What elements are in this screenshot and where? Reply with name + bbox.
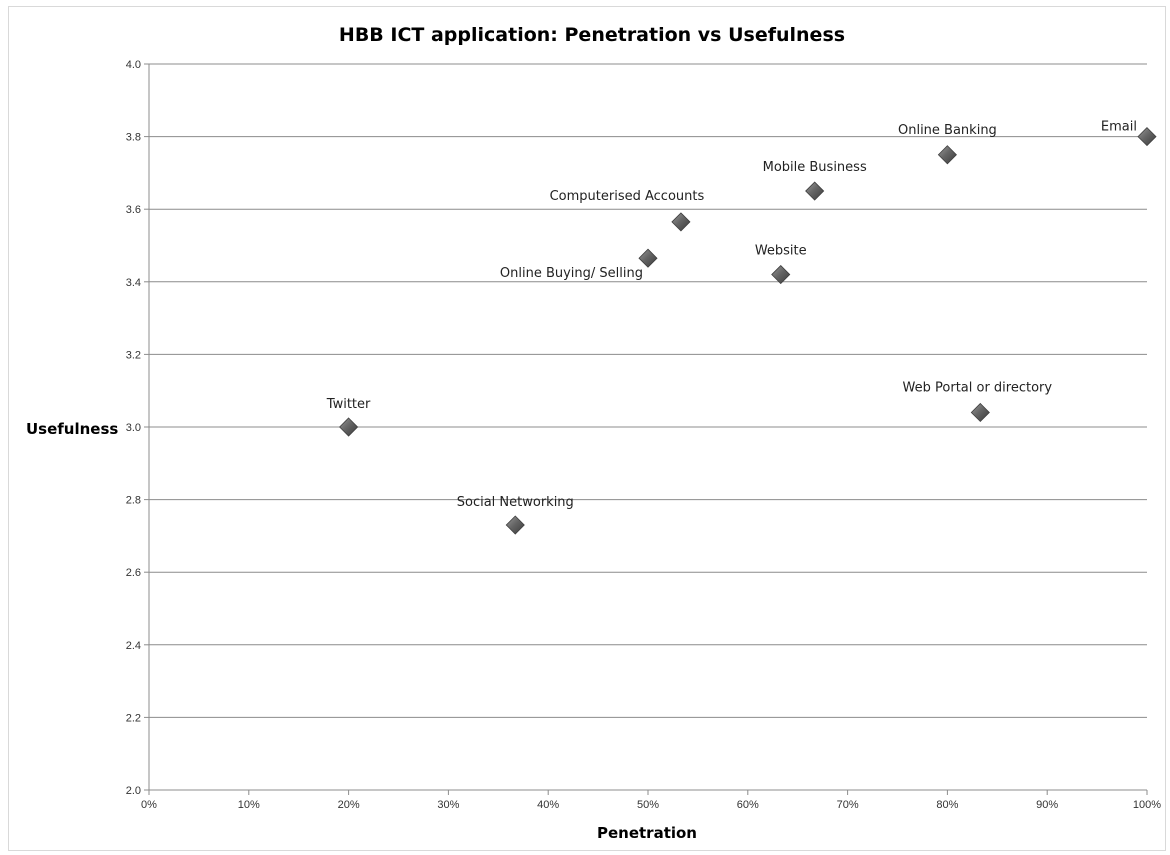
data-point-label: Twitter xyxy=(326,397,371,412)
data-point-marker xyxy=(671,212,691,232)
y-tick-label: 3.4 xyxy=(126,277,141,289)
data-point-label: Online Buying/ Selling xyxy=(500,266,643,281)
y-tick-label: 2.2 xyxy=(126,712,141,724)
y-tick-label: 2.6 xyxy=(126,567,141,579)
x-tick-label: 60% xyxy=(737,799,759,811)
x-tick-label: 0% xyxy=(141,799,157,811)
chart-title: HBB ICT application: Penetration vs Usef… xyxy=(339,24,845,46)
x-tick-label: 20% xyxy=(338,799,360,811)
data-point-label: Website xyxy=(755,244,807,259)
x-tick-label: 100% xyxy=(1133,799,1161,811)
tick-labels: 2.0 2.2 2.4 2.6 2.8 3.0 3.2 3.4 3.6 3.8 4.0 0% 10% 20… xyxy=(126,59,1162,811)
x-tick-label: 90% xyxy=(1036,799,1058,811)
x-tick-label: 30% xyxy=(437,799,459,811)
axes xyxy=(144,63,1148,795)
y-tick-label: 3.6 xyxy=(126,204,141,216)
data-point-marker xyxy=(970,402,990,423)
chart-frame: HBB ICT application: Penetration vs Usef… xyxy=(8,6,1166,851)
data-point-marker xyxy=(1137,127,1157,147)
y-tick-label: 3.2 xyxy=(126,349,141,361)
data-point-label: Web Portal or directory xyxy=(903,380,1053,395)
x-tick-label: 50% xyxy=(637,799,659,811)
data-point-label: Social Networking xyxy=(457,495,574,510)
point-labels: Twitter Social Networking Online Buying/ S… xyxy=(326,120,1137,510)
scatter-chart: HBB ICT application: Penetration vs Usef… xyxy=(26,24,1162,842)
data-points xyxy=(339,127,1157,535)
y-axis-title: Usefulness xyxy=(26,420,118,438)
y-tick-label: 2.4 xyxy=(126,640,141,652)
data-point-marker xyxy=(505,515,525,535)
data-point-label: Email xyxy=(1101,120,1137,135)
x-tick-label: 40% xyxy=(537,799,559,811)
x-tick-label: 70% xyxy=(837,799,859,811)
data-point-marker xyxy=(638,248,658,268)
data-point-marker xyxy=(805,181,825,201)
x-tick-label: 80% xyxy=(936,799,958,811)
y-tick-label: 3.8 xyxy=(126,132,141,144)
data-point-label: Computerised Accounts xyxy=(550,189,705,204)
gridlines xyxy=(149,63,1147,718)
x-tick-label: 10% xyxy=(238,799,260,811)
data-point-marker xyxy=(771,264,791,285)
y-tick-label: 3.0 xyxy=(126,422,141,434)
y-tick-label: 2.8 xyxy=(126,495,141,507)
data-point-marker xyxy=(339,417,359,437)
data-point-label: Online Banking xyxy=(898,123,997,138)
x-axis-title: Penetration xyxy=(597,824,697,842)
y-tick-label: 2.0 xyxy=(126,785,141,797)
y-tick-label: 4.0 xyxy=(126,59,141,71)
data-point-marker xyxy=(937,145,957,165)
data-point-label: Mobile Business xyxy=(763,160,867,175)
